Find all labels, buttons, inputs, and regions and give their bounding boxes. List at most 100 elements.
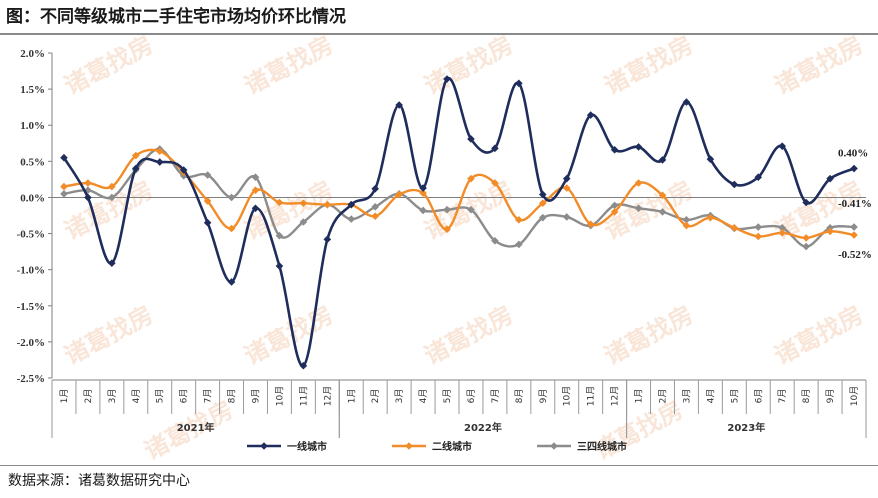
data-point bbox=[658, 191, 667, 200]
data-point bbox=[251, 186, 260, 195]
data-point bbox=[538, 199, 547, 208]
data-point bbox=[562, 174, 571, 183]
x-tick-label: 11月 bbox=[298, 386, 309, 406]
y-tick-label: -1.0% bbox=[17, 265, 45, 277]
x-tick-label: 8月 bbox=[227, 389, 238, 404]
data-point bbox=[299, 361, 308, 370]
data-point bbox=[682, 221, 691, 230]
legend-item-2: 二线城市 bbox=[392, 440, 472, 453]
y-tick-label: 2.0% bbox=[20, 48, 45, 60]
data-point bbox=[227, 193, 236, 202]
data-point bbox=[754, 223, 763, 231]
data-point bbox=[850, 164, 858, 173]
watermark-text: 诸葛找房 bbox=[60, 31, 158, 101]
series-line bbox=[63, 148, 855, 240]
data-point bbox=[682, 98, 691, 106]
x-tick-label: 6月 bbox=[179, 389, 190, 404]
x-tick-label: 2月 bbox=[658, 389, 669, 404]
data-point bbox=[155, 147, 164, 156]
legend-swatch-marker bbox=[405, 442, 413, 450]
data-point bbox=[203, 218, 212, 227]
x-tick-label: 7月 bbox=[490, 389, 501, 404]
data-point bbox=[323, 235, 332, 244]
x-tick-label: 4月 bbox=[131, 389, 142, 404]
data-point bbox=[586, 111, 595, 119]
data-point bbox=[275, 198, 284, 207]
data-point bbox=[419, 189, 427, 197]
data-point bbox=[515, 216, 523, 224]
x-tick-label: 6月 bbox=[466, 389, 477, 404]
data-point bbox=[131, 164, 140, 173]
data-point bbox=[610, 208, 619, 216]
data-point bbox=[467, 135, 475, 143]
x-tick-label: 8月 bbox=[801, 389, 812, 404]
watermark-text: 诸葛找房 bbox=[770, 301, 868, 371]
data-point bbox=[634, 179, 643, 187]
x-tick-label: 7月 bbox=[203, 389, 214, 404]
footer-divider bbox=[0, 465, 878, 466]
data-point bbox=[108, 259, 116, 267]
legend-item-1: 一线城市 bbox=[247, 440, 327, 453]
data-point bbox=[538, 190, 547, 199]
data-point bbox=[419, 184, 427, 192]
x-tick-label: 2月 bbox=[370, 389, 381, 404]
y-tick-label: -2.5% bbox=[17, 373, 45, 385]
data-point bbox=[826, 227, 834, 236]
series-layer bbox=[60, 75, 858, 370]
data-point bbox=[443, 75, 451, 83]
watermark-text: 诸葛找房 bbox=[60, 301, 158, 371]
x-tick-label: 1月 bbox=[634, 389, 645, 404]
x-tick-label: 1月 bbox=[59, 389, 70, 404]
chart-legend: 一线城市 二线城市 三四线城市 bbox=[247, 440, 627, 453]
title-divider bbox=[0, 33, 878, 35]
data-point bbox=[802, 234, 810, 242]
data-point bbox=[203, 171, 212, 179]
y-tick-label: -1.5% bbox=[17, 301, 45, 313]
legend-swatch-marker bbox=[260, 442, 268, 450]
data-point bbox=[299, 218, 308, 226]
data-point bbox=[658, 156, 667, 164]
data-point bbox=[347, 200, 356, 209]
y-tick-label: -0.5% bbox=[17, 229, 45, 241]
x-tick-label: 3月 bbox=[681, 389, 692, 404]
data-point bbox=[491, 236, 499, 245]
y-tick-label: 0.5% bbox=[20, 156, 45, 168]
data-point bbox=[60, 182, 68, 191]
data-point bbox=[610, 201, 619, 210]
year-label: 2023年 bbox=[727, 421, 765, 434]
year-label: 2022年 bbox=[464, 421, 502, 434]
watermark-text: 诸葛找房 bbox=[600, 301, 698, 371]
end-label-tier1: 0.40% bbox=[838, 148, 868, 160]
watermark-text: 诸葛找房 bbox=[770, 31, 868, 101]
data-point bbox=[323, 200, 332, 209]
x-tick-label: 6月 bbox=[753, 389, 764, 404]
x-tick-label: 12月 bbox=[610, 386, 621, 406]
x-tick-label: 8月 bbox=[514, 389, 525, 404]
data-point bbox=[371, 212, 380, 221]
y-tick-label: -2.0% bbox=[17, 337, 45, 349]
x-tick-label: 12月 bbox=[322, 386, 333, 406]
data-point bbox=[802, 242, 810, 251]
x-tick-label: 7月 bbox=[777, 389, 788, 404]
x-tick-label: 1月 bbox=[346, 389, 357, 404]
data-point bbox=[658, 208, 667, 216]
data-point bbox=[562, 184, 571, 192]
data-point bbox=[395, 190, 403, 199]
data-point bbox=[203, 197, 212, 205]
data-point bbox=[754, 232, 763, 241]
data-point bbox=[467, 205, 475, 214]
data-point bbox=[850, 231, 858, 239]
data-point bbox=[275, 262, 284, 270]
watermark-text: 诸葛找房 bbox=[420, 31, 518, 101]
data-source: 数据来源：诸葛数据研究中心 bbox=[8, 473, 190, 489]
data-point bbox=[84, 179, 92, 187]
data-point bbox=[108, 193, 116, 202]
data-point bbox=[778, 229, 787, 237]
data-point bbox=[634, 143, 643, 151]
data-point bbox=[515, 79, 523, 88]
legend-label: 一线城市 bbox=[287, 440, 327, 453]
x-tick-label: 11月 bbox=[586, 386, 597, 406]
data-point bbox=[491, 179, 499, 187]
legend-item-3: 三四线城市 bbox=[537, 440, 627, 453]
x-tick-label: 3月 bbox=[107, 389, 118, 404]
